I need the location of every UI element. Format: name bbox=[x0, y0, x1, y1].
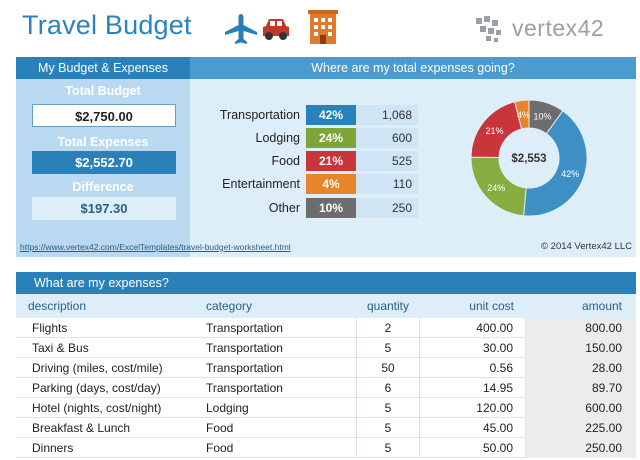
cell-unit-cost[interactable]: 45.00 bbox=[420, 418, 526, 438]
total-expenses-value: $2,552.70 bbox=[32, 151, 176, 174]
category-row: Transportation 42% 1,068 bbox=[190, 105, 430, 125]
cell-description[interactable]: Hotel (nights, cost/night) bbox=[32, 401, 162, 415]
expenses-section-heading: What are my expenses? bbox=[16, 272, 636, 294]
template-link[interactable]: https://www.vertex42.com/ExcelTemplates/… bbox=[20, 242, 291, 252]
cell-category[interactable]: Transportation bbox=[206, 381, 283, 395]
category-name: Transportation bbox=[219, 108, 300, 122]
total-expenses-label: Total Expenses bbox=[57, 135, 149, 149]
table-row[interactable]: Dinners Food 5 50.00 250.00 bbox=[16, 438, 636, 458]
airplane-icon bbox=[225, 14, 257, 44]
column-header-description: description bbox=[28, 299, 87, 313]
category-row: Other 10% 250 bbox=[190, 198, 430, 218]
budget-section-heading: My Budget & Expenses bbox=[16, 57, 190, 79]
cell-amount: 800.00 bbox=[526, 318, 636, 338]
column-header-unit-cost: unit cost bbox=[469, 299, 514, 313]
cell-description[interactable]: Parking (days, cost/day) bbox=[32, 381, 161, 395]
cell-amount: 225.00 bbox=[526, 418, 636, 438]
donut-slice-label: 24% bbox=[487, 183, 505, 193]
cell-quantity[interactable]: 5 bbox=[356, 418, 420, 438]
category-amount: 1,068 bbox=[356, 105, 418, 125]
category-percent: 21% bbox=[306, 151, 356, 171]
donut-slice bbox=[523, 110, 588, 217]
donut-slice-label: 21% bbox=[485, 126, 503, 136]
donut-slice bbox=[514, 99, 530, 130]
cell-quantity[interactable]: 50 bbox=[356, 358, 420, 378]
difference-value: $197.30 bbox=[32, 197, 176, 220]
category-percent: 4% bbox=[306, 174, 356, 194]
cell-unit-cost[interactable]: 14.95 bbox=[420, 378, 526, 398]
donut-center-label: $2,553 bbox=[511, 153, 546, 165]
category-row: Lodging 24% 600 bbox=[190, 128, 430, 148]
category-amount: 110 bbox=[356, 174, 418, 194]
cell-quantity[interactable]: 5 bbox=[356, 338, 420, 358]
category-percent: 10% bbox=[306, 198, 356, 218]
category-amount: 250 bbox=[356, 198, 418, 218]
cell-unit-cost[interactable]: 50.00 bbox=[420, 438, 526, 458]
cell-description[interactable]: Driving (miles, cost/mile) bbox=[32, 361, 163, 375]
category-name: Other bbox=[268, 201, 300, 215]
cell-description[interactable]: Flights bbox=[32, 321, 68, 335]
category-percent: 24% bbox=[306, 128, 356, 148]
total-budget-label: Total Budget bbox=[65, 84, 141, 98]
donut-slice-label: 4% bbox=[517, 110, 530, 120]
vertex-logo-icon bbox=[476, 16, 501, 42]
cell-unit-cost[interactable]: 120.00 bbox=[420, 398, 526, 418]
cell-amount: 150.00 bbox=[526, 338, 636, 358]
table-row[interactable]: Flights Transportation 2 400.00 800.00 bbox=[16, 318, 636, 338]
category-row: Food 21% 525 bbox=[190, 151, 430, 171]
table-row[interactable]: Parking (days, cost/day) Transportation 6 1… bbox=[16, 378, 636, 398]
building-icon bbox=[308, 10, 338, 44]
brand-name: vertex42 bbox=[512, 15, 605, 41]
total-budget-input[interactable]: $2,750.00 bbox=[32, 104, 176, 127]
table-row[interactable]: Taxi & Bus Transportation 5 30.00 150.00 bbox=[16, 338, 636, 358]
table-header: description category quantity unit cost … bbox=[16, 294, 636, 318]
cell-category[interactable]: Food bbox=[206, 421, 234, 435]
cell-category[interactable]: Transportation bbox=[206, 361, 283, 375]
table-row[interactable]: Breakfast & Lunch Food 5 45.00 225.00 bbox=[16, 418, 636, 438]
donut-slice-label: 42% bbox=[561, 169, 579, 179]
cell-quantity[interactable]: 6 bbox=[356, 378, 420, 398]
table-row[interactable]: Hotel (nights, cost/night) Lodging 5 120.00… bbox=[16, 398, 636, 418]
cell-amount: 250.00 bbox=[526, 438, 636, 458]
category-name: Entertainment bbox=[222, 177, 300, 191]
cell-category[interactable]: Lodging bbox=[206, 401, 249, 415]
cell-quantity[interactable]: 5 bbox=[356, 438, 420, 458]
donut-slice-label: 10% bbox=[533, 112, 551, 122]
column-header-amount: amount bbox=[581, 299, 622, 313]
category-amount: 525 bbox=[356, 151, 418, 171]
cell-quantity[interactable]: 5 bbox=[356, 398, 420, 418]
cell-amount: 89.70 bbox=[526, 378, 636, 398]
cell-amount: 28.00 bbox=[526, 358, 636, 378]
car-icon bbox=[263, 19, 289, 40]
column-header-quantity: quantity bbox=[366, 299, 410, 313]
category-name: Lodging bbox=[255, 131, 301, 145]
cell-description[interactable]: Dinners bbox=[32, 441, 74, 455]
cell-quantity[interactable]: 2 bbox=[356, 318, 420, 338]
cell-unit-cost[interactable]: 0.56 bbox=[420, 358, 526, 378]
cell-unit-cost[interactable]: 30.00 bbox=[420, 338, 526, 358]
page-title: Travel Budget bbox=[22, 10, 192, 40]
cell-category[interactable]: Transportation bbox=[206, 341, 283, 355]
table-row[interactable]: Driving (miles, cost/mile) Transportation… bbox=[16, 358, 636, 378]
cell-unit-cost[interactable]: 400.00 bbox=[420, 318, 526, 338]
cell-description[interactable]: Taxi & Bus bbox=[32, 341, 89, 355]
expense-donut-chart: 10% 42% 24% 21% 4% $2,553 bbox=[470, 99, 588, 217]
category-row: Entertainment 4% 110 bbox=[190, 174, 430, 194]
category-percent: 42% bbox=[306, 105, 356, 125]
cell-amount: 600.00 bbox=[526, 398, 636, 418]
cell-category[interactable]: Food bbox=[206, 441, 234, 455]
copyright-text: © 2014 Vertex42 LLC bbox=[541, 241, 632, 252]
cell-category[interactable]: Transportation bbox=[206, 321, 283, 335]
column-header-category: category bbox=[206, 299, 253, 313]
difference-label: Difference bbox=[72, 180, 134, 194]
budget-summary: Total Budget $2,750.00 Total Expenses $2… bbox=[16, 79, 190, 257]
summary-panel: My Budget & Expenses Where are my total … bbox=[16, 57, 636, 257]
brand-logo[interactable]: vertex42 bbox=[474, 12, 624, 48]
breakdown-section-heading: Where are my total expenses going? bbox=[190, 57, 636, 79]
category-name: Food bbox=[271, 154, 301, 168]
category-amount: 600 bbox=[356, 128, 418, 148]
cell-description[interactable]: Breakfast & Lunch bbox=[32, 421, 131, 435]
